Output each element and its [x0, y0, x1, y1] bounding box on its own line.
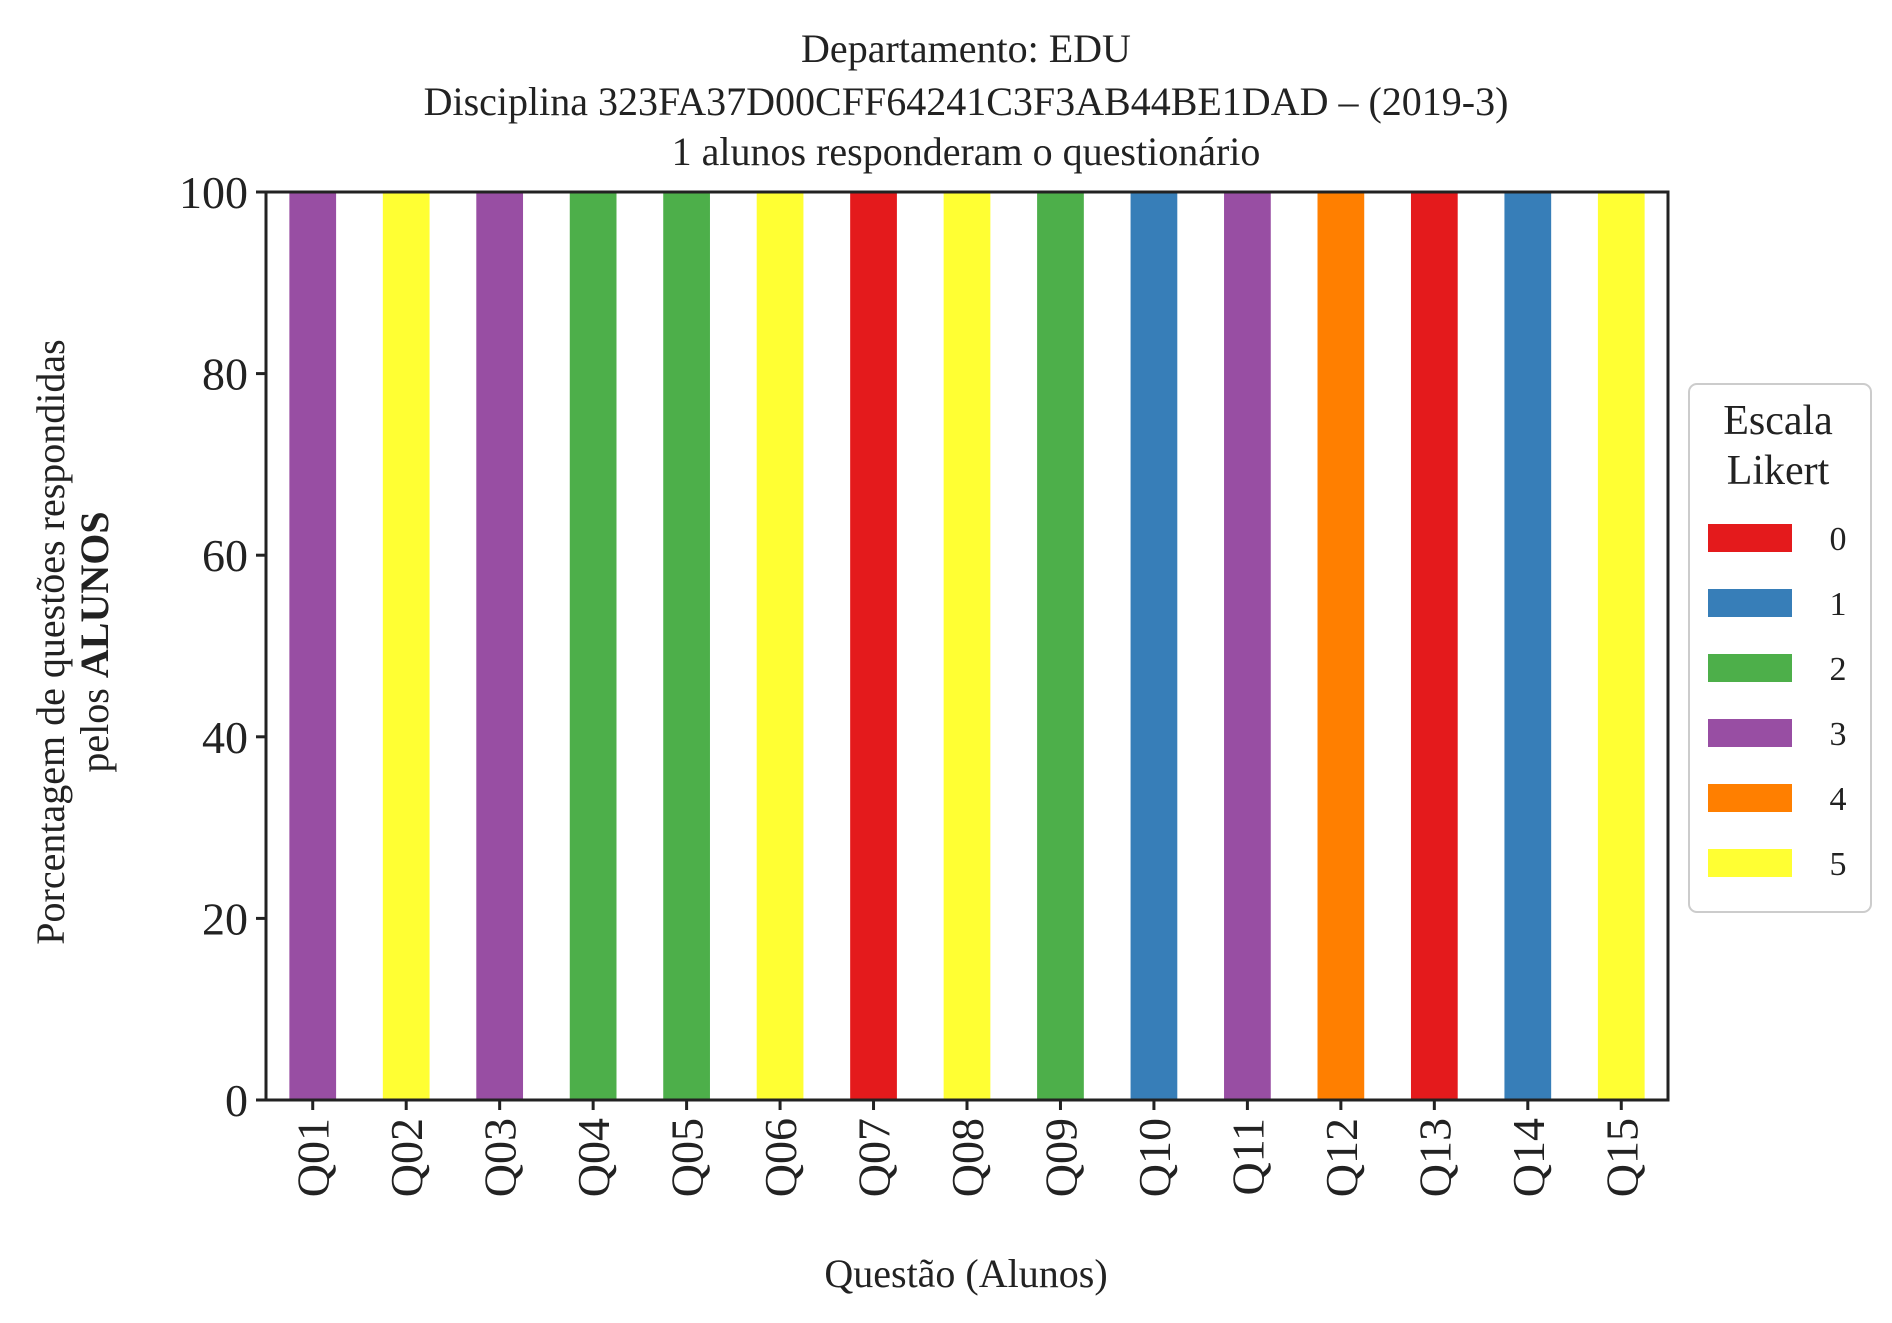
legend-swatch-2: [1708, 654, 1792, 682]
x-axis-ticks: Q01 Q02 Q03 Q04 Q05 Q06 Q07 Q08 Q09 Q10 Q11 Q12 Q13 Q…: [288, 1100, 1647, 1197]
title-line-3: 1 alunos responderam o questionário: [672, 129, 1261, 174]
bar-q14-likert-1: [1504, 192, 1552, 1100]
legend-swatch-5: [1708, 849, 1792, 877]
y-axis-label: Porcentagem de questões respondidas pelo…: [28, 339, 117, 944]
y-tick-label: 20: [202, 893, 248, 944]
chart-title: Departamento: EDU Disciplina 323FA37D00C…: [424, 26, 1509, 174]
bar-q15-likert-5: [1597, 192, 1645, 1100]
legend-items: 0 1 2 3 4 5: [1708, 521, 1847, 883]
y-axis-label-line-1: Porcentagem de questões respondidas: [28, 339, 73, 944]
legend-label-5: 5: [1830, 846, 1847, 883]
x-tick-label: Q15: [1596, 1118, 1647, 1197]
legend-label-0: 0: [1830, 521, 1847, 558]
legend-title-line-2: Likert: [1727, 448, 1830, 494]
x-tick-label: Q04: [568, 1118, 619, 1197]
bar-q10-likert-1: [1130, 192, 1178, 1100]
bar-q06-likert-5: [756, 192, 804, 1100]
y-axis-label-prefix: pelos: [72, 678, 117, 772]
bars-layer: [289, 192, 1645, 1100]
bar-q05-likert-2: [663, 192, 710, 1100]
bar-q04-likert-2: [569, 192, 617, 1100]
x-tick-label: Q05: [662, 1118, 713, 1197]
legend-label-1: 1: [1830, 586, 1847, 623]
bar-q09-likert-2: [1037, 192, 1084, 1100]
legend-label-4: 4: [1830, 781, 1847, 818]
x-tick-label: Q06: [755, 1118, 806, 1197]
x-tick-label: Q09: [1035, 1118, 1086, 1197]
title-line-1: Departamento: EDU: [801, 26, 1131, 71]
y-axis-ticks: 0 20 40 60 80 100: [179, 167, 266, 1126]
y-axis-label-line-2: pelos ALUNOS: [72, 511, 117, 772]
y-tick-label: 100: [179, 167, 248, 218]
plot-frame: [264, 190, 1670, 1102]
x-tick-label: Q12: [1316, 1118, 1367, 1197]
x-tick-label: Q14: [1503, 1118, 1554, 1197]
y-tick-label: 80: [202, 349, 248, 400]
legend-swatch-4: [1708, 784, 1792, 812]
y-tick-label: 0: [225, 1075, 248, 1126]
y-tick-label: 40: [202, 712, 248, 763]
legend-title-line-1: Escala: [1723, 398, 1833, 444]
bar-q13-likert-0: [1410, 192, 1458, 1100]
bar-q08-likert-5: [943, 192, 991, 1100]
x-tick-label: Q10: [1129, 1118, 1180, 1197]
legend-box: [1688, 383, 1872, 913]
y-tick-label: 60: [202, 530, 248, 581]
legend-label-2: 2: [1830, 651, 1847, 688]
bar-q01-likert-3: [289, 192, 337, 1100]
bar-q02-likert-5: [382, 192, 430, 1100]
bar-q11-likert-3: [1224, 192, 1271, 1100]
legend-swatch-0: [1708, 524, 1792, 552]
x-tick-label: Q02: [381, 1118, 432, 1197]
title-line-2: Disciplina 323FA37D00CFF64241C3F3AB44BE1…: [424, 79, 1509, 124]
bar-q07-likert-0: [850, 192, 897, 1100]
x-tick-label: Q03: [475, 1118, 526, 1197]
x-tick-label: Q08: [942, 1118, 993, 1197]
bar-q12-likert-4: [1317, 192, 1365, 1100]
x-axis-label: Questão (Alunos): [824, 1251, 1107, 1296]
bar-q03-likert-3: [476, 192, 524, 1100]
x-tick-label: Q11: [1222, 1118, 1273, 1196]
x-tick-label: Q07: [849, 1118, 900, 1197]
x-tick-label: Q01: [288, 1118, 339, 1197]
x-tick-label: Q13: [1409, 1118, 1460, 1197]
legend: Escala Likert 0 1 2 3 4 5: [1688, 383, 1872, 913]
legend-swatch-1: [1708, 589, 1792, 617]
legend-label-3: 3: [1830, 716, 1847, 753]
y-axis-label-bold: ALUNOS: [72, 511, 117, 678]
legend-swatch-3: [1708, 719, 1792, 747]
